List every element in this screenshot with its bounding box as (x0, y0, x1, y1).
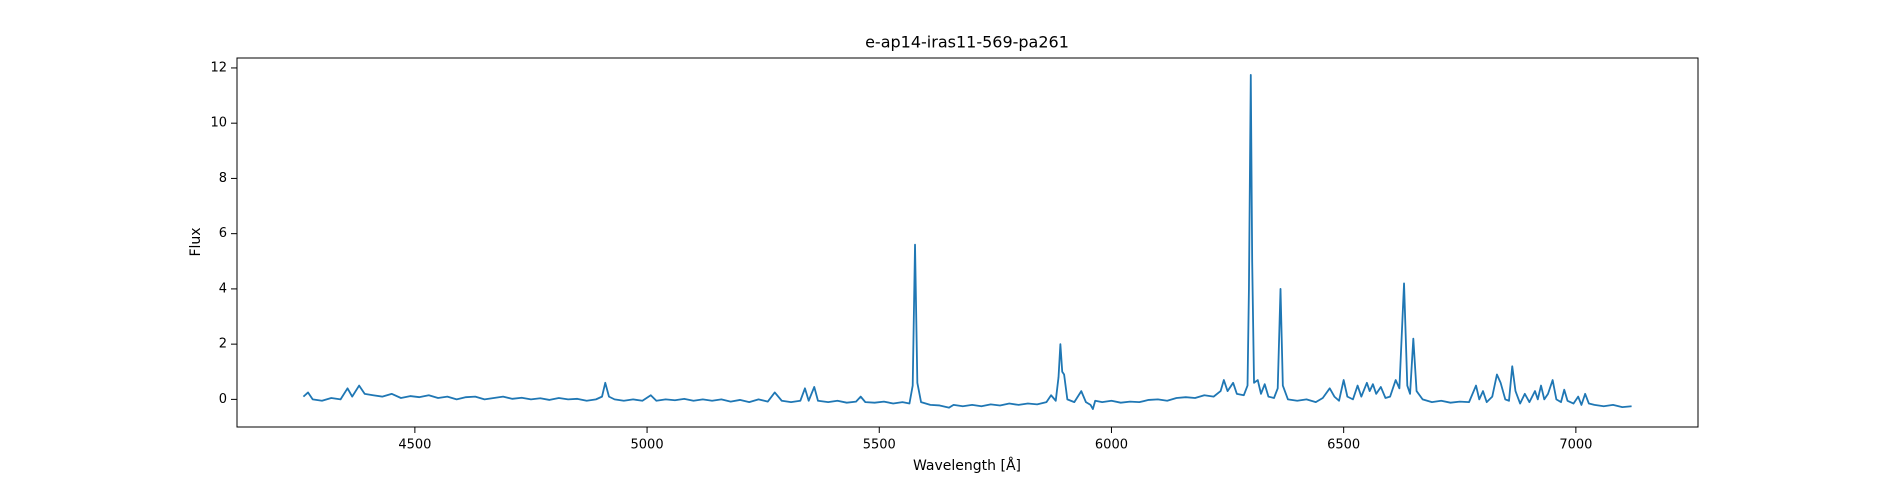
y-tick-label: 8 (219, 171, 227, 186)
y-axis-label: Flux (188, 227, 204, 256)
y-tick-label: 4 (219, 281, 227, 296)
x-tick-label: 7000 (1559, 438, 1592, 453)
x-axis-label: Wavelength [Å] (913, 457, 1021, 474)
y-tick-label: 6 (219, 226, 227, 241)
chart-title: e-ap14-iras11-569-pa261 (865, 33, 1069, 52)
x-tick-label: 5500 (863, 438, 896, 453)
y-tick-label: 0 (219, 392, 227, 407)
spectrum-line (302, 73, 1632, 410)
y-tick-label: 12 (210, 60, 227, 75)
x-tick-label: 5000 (631, 438, 664, 453)
x-tick-label: 4500 (398, 438, 431, 453)
y-tick-label: 2 (219, 337, 227, 352)
x-tick-label: 6500 (1327, 438, 1360, 453)
plot-frame (236, 57, 1699, 428)
x-tick-label: 6000 (1095, 438, 1128, 453)
y-tick-label: 10 (210, 116, 227, 131)
